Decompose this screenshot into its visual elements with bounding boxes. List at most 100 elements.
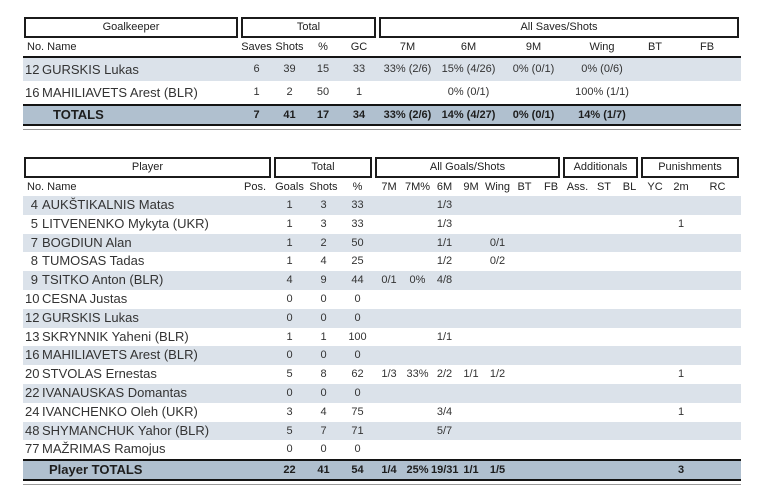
- table-row: 12 GURSKIS Lukas 6 39 15 33 33% (2/6) 15% (4/26…: [23, 58, 741, 81]
- player-name: SHYMANCHUK Yahor (BLR): [42, 422, 210, 438]
- column-header-2m: 2m: [673, 181, 689, 193]
- table-row: 77 MAŽRIMAS Ramojus 0 0 0: [23, 440, 741, 460]
- totals-label: TOTALS: [53, 107, 104, 122]
- stat-cell-col: 0: [354, 387, 361, 399]
- totals-cell-6m: 14% (4/27): [441, 109, 496, 121]
- totals-cell-9m: 1/1: [463, 464, 479, 477]
- player-name: MAŽRIMAS Ramojus: [42, 441, 166, 457]
- column-header-7m: 7M: [381, 181, 397, 193]
- player-name: LITVENENKO Mykyta (UKR): [42, 215, 209, 231]
- totals-cell-col: 17: [316, 109, 330, 121]
- stat-cell-col: 62: [351, 368, 364, 381]
- row-number: 20: [25, 366, 40, 382]
- stat-cell-col: 33: [351, 217, 364, 230]
- stat-cell-saves: 6: [253, 63, 260, 75]
- group-header-player: Player: [24, 157, 271, 178]
- stat-cell-shots: 0: [320, 443, 327, 456]
- group-header-total: Total: [241, 17, 376, 38]
- row-number: 7: [30, 234, 38, 250]
- stat-cell-2m: 1: [677, 368, 685, 381]
- totals-row: TOTALS 7 41 17 34 33% (2/6) 14% (4/27) 0% (0/1)…: [23, 104, 741, 126]
- stat-cell-shots: 0: [320, 311, 327, 324]
- stat-cell-shots: 2: [320, 236, 327, 249]
- column-header-gc: GC: [350, 41, 368, 53]
- stat-cell-2m: 1: [677, 405, 685, 418]
- column-header-st: ST: [596, 181, 612, 193]
- stat-cell-col: 44: [351, 274, 364, 287]
- player-name: MAHILIAVETS Arest (BLR): [42, 85, 198, 100]
- stat-cell-col: 0: [354, 311, 361, 324]
- column-header-7m: 7M: [399, 41, 416, 53]
- totals-cell-saves: 7: [253, 109, 260, 121]
- row-number: 48: [25, 422, 40, 438]
- column-header-rc: RC: [709, 181, 726, 193]
- stat-cell-6m: 1/3: [436, 199, 453, 211]
- group-header-total: Total: [274, 157, 372, 178]
- table-bottom-rule: [23, 484, 741, 486]
- stat-cell-9m: 0% (0/1): [512, 63, 555, 75]
- stat-cell-goals: 0: [286, 311, 293, 324]
- player-name: BOGDIUN Alan: [42, 234, 132, 250]
- stat-cell-goals: 1: [286, 330, 293, 343]
- row-number: 77: [25, 441, 40, 457]
- stat-cell-7m: 0%: [409, 274, 426, 287]
- totals-cell-7m: 25%: [406, 464, 429, 477]
- table-row: 13 SKRYNNIK Yaheni (BLR) 1 1 100 1/1: [23, 327, 741, 347]
- group-header-goalkeeper: Goalkeeper: [24, 17, 238, 38]
- stat-cell-7m: 33%: [406, 368, 429, 381]
- row-number: 5: [30, 215, 38, 231]
- stat-cell-6m: 15% (4/26): [441, 63, 496, 75]
- table-row: 8 TUMOSAS Tadas 1 4 25 1/2 0/2: [23, 252, 741, 272]
- column-header-col: %: [318, 41, 328, 53]
- column-header-saves: Saves: [241, 41, 272, 53]
- player-name: TSITKO Anton (BLR): [42, 272, 164, 288]
- goalkeeper-table: Goalkeeper Total All Saves/Shots No. Name Sa…: [23, 17, 741, 149]
- stat-cell-goals: 3: [286, 405, 293, 418]
- table-row: 24 IVANCHENKO Oleh (UKR) 3 4 75 3/4 1: [23, 402, 741, 422]
- stat-cell-shots: 8: [320, 368, 327, 381]
- row-number: 16: [25, 85, 40, 100]
- stat-cell-6m: 1/2: [436, 255, 453, 268]
- stat-cell-shots: 2: [286, 86, 293, 98]
- row-number: 22: [25, 385, 40, 400]
- player-name: STVOLAS Ernestas: [42, 366, 157, 382]
- player-name: IVANCHENKO Oleh (UKR): [42, 403, 198, 419]
- player-name: TUMOSAS Tadas: [42, 253, 145, 269]
- group-header-all-goals-shots: All Goals/Shots: [375, 157, 560, 178]
- totals-cell-gc: 34: [352, 109, 366, 121]
- table-bottom-rule: [23, 129, 741, 130]
- table-row: 22 IVANAUSKAS Domantas 0 0 0: [23, 384, 741, 403]
- column-header-col: %: [352, 181, 363, 193]
- stat-cell-goals: 1: [286, 199, 293, 211]
- group-header-punishments: Punishments: [641, 157, 739, 178]
- group-header-all-saves-shots: All Saves/Shots: [379, 17, 739, 38]
- column-header-no-name: No. Name: [27, 181, 77, 193]
- stat-cell-shots: 0: [320, 293, 327, 305]
- column-header-bl: BL: [622, 181, 637, 193]
- column-header-pos: Pos.: [243, 181, 266, 193]
- stat-cell-goals: 0: [286, 349, 293, 362]
- stat-cell-7m: 33% (2/6): [383, 63, 432, 75]
- stat-cell-gc: 1: [355, 86, 363, 98]
- row-number: 12: [25, 309, 40, 325]
- stat-cell-2m: 1: [677, 217, 685, 230]
- stat-cell-shots: 9: [320, 274, 327, 287]
- stat-cell-col: 71: [351, 424, 364, 437]
- stat-cell-7m: 0/1: [381, 274, 397, 287]
- stat-cell-goals: 5: [286, 424, 293, 437]
- stat-cell-col: 50: [351, 236, 364, 249]
- table-row: 10 CESNA Justas 0 0 0: [23, 290, 741, 309]
- stat-cell-6m: 1/1: [436, 330, 453, 343]
- column-header-bt: BT: [517, 181, 532, 193]
- stat-cell-shots: 0: [320, 349, 327, 362]
- stat-cell-goals: 1: [286, 255, 293, 268]
- stat-cell-col: 33: [351, 199, 364, 211]
- column-header-bt: BT: [647, 41, 663, 53]
- player-name: SKRYNNIK Yaheni (BLR): [42, 328, 189, 344]
- stat-cell-shots: 1: [320, 330, 327, 343]
- stat-cell-goals: 4: [286, 274, 293, 287]
- stat-cell-wing: 0/2: [489, 255, 506, 268]
- stat-cell-6m: 2/2: [436, 368, 453, 381]
- stat-cell-col: 0: [354, 349, 361, 362]
- player-name: MAHILIAVETS Arest (BLR): [42, 347, 198, 363]
